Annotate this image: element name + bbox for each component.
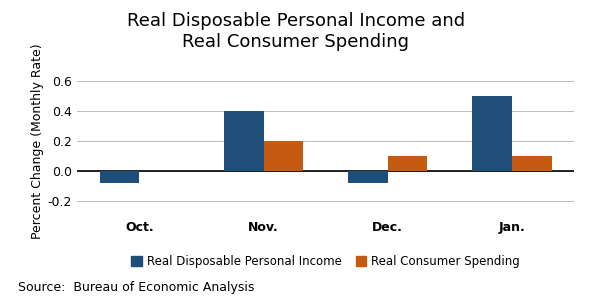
Bar	[224, 111, 263, 171]
Bar	[99, 171, 139, 183]
Y-axis label: Percent Change (Monthly Rate): Percent Change (Monthly Rate)	[31, 43, 44, 239]
Bar	[263, 141, 303, 171]
Text: Source:  Bureau of Economic Analysis: Source: Bureau of Economic Analysis	[18, 281, 254, 294]
Bar	[472, 96, 512, 171]
Legend: Real Disposable Personal Income, Real Consumer Spending: Real Disposable Personal Income, Real Co…	[131, 255, 520, 268]
Bar	[512, 156, 552, 171]
Bar	[388, 156, 427, 171]
Bar	[348, 171, 388, 183]
Text: Real Disposable Personal Income and
Real Consumer Spending: Real Disposable Personal Income and Real…	[127, 12, 465, 51]
